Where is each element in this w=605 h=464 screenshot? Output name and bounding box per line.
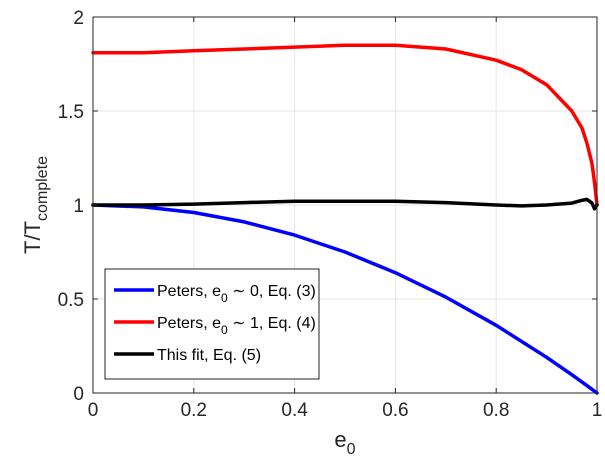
series-line-2 xyxy=(91,197,599,211)
y-axis-label-base: T/T xyxy=(20,221,45,254)
y-axis-label-subscript: complete xyxy=(34,156,51,221)
y-tick-label-4: 2 xyxy=(73,8,84,29)
legend-entry-text-1: Peters, e xyxy=(157,315,221,332)
y-tick-label-1: 0.5 xyxy=(58,290,84,311)
legend-entry-subscript-1: 0 xyxy=(221,323,228,337)
legend-entry-1: Peters, e0 ∼ 1, Eq. (4) xyxy=(157,315,316,337)
plot-series xyxy=(91,43,599,395)
legend-entry-0: Peters, e0 ∼ 0, Eq. (3) xyxy=(157,283,316,305)
legend-entry-2: This fit, Eq. (5) xyxy=(157,347,261,364)
series-line-0 xyxy=(91,203,599,395)
x-tick-label-5: 1 xyxy=(592,400,603,421)
legend-box xyxy=(104,268,320,380)
series-line-1 xyxy=(91,43,599,207)
y-tick-label-3: 1.5 xyxy=(58,102,84,123)
legend-entry-text-0: Peters, e xyxy=(157,283,221,300)
x-tick-label-3: 0.6 xyxy=(382,400,408,421)
legend-entry-rest-0: ∼ 0, Eq. (3) xyxy=(228,283,316,300)
x-tick-label-0: 0 xyxy=(88,400,99,421)
x-tick-label-1: 0.2 xyxy=(181,400,207,421)
y-tick-label-2: 1 xyxy=(73,196,84,217)
x-tick-label-4: 0.8 xyxy=(483,400,509,421)
x-axis-label: e0 xyxy=(334,427,355,458)
x-axis-label-subscript: 0 xyxy=(347,441,356,458)
legend: Peters, e0 ∼ 0, Eq. (3)Peters, e0 ∼ 1, E… xyxy=(104,268,320,380)
legend-entry-rest-1: ∼ 1, Eq. (4) xyxy=(228,315,316,332)
y-axis-label: T/Tcomplete xyxy=(20,156,51,254)
axis-ticks: 0 0.2 0.4 0.6 0.8 1 0 0.5 1 1.5 2 xyxy=(58,8,603,421)
legend-entry-subscript-0: 0 xyxy=(221,291,228,305)
x-tick-label-2: 0.4 xyxy=(281,400,308,421)
x-axis-label-base: e xyxy=(334,427,346,452)
y-tick-label-0: 0 xyxy=(73,384,84,405)
legend-entry-text-2: This fit, Eq. (5) xyxy=(157,347,261,364)
